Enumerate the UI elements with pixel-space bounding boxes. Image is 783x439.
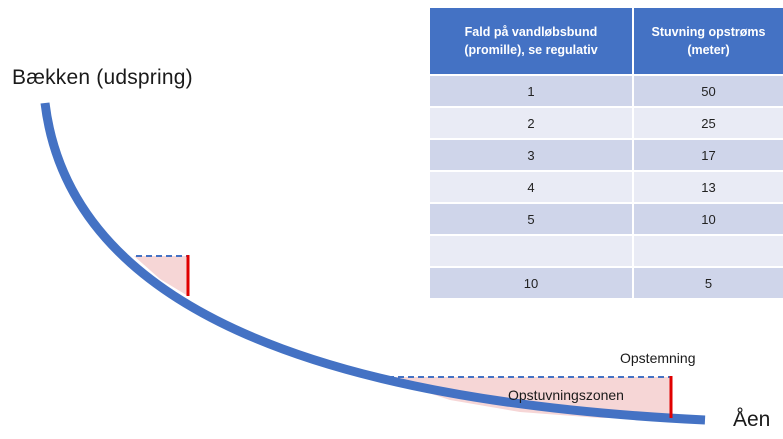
backwater-zone-upper — [134, 256, 188, 296]
table-row: 1 50 — [430, 74, 783, 107]
backwater-zone-label: Opstuvningszonen — [508, 387, 624, 403]
cell-backwater: 13 — [633, 170, 783, 203]
stream-bed-curve — [40, 102, 706, 425]
backwater-zone-lower — [380, 377, 671, 418]
table-row: 4 13 — [430, 170, 783, 203]
cell-slope: 5 — [430, 202, 634, 235]
cell-slope: 2 — [430, 106, 634, 139]
dam-label: Opstemning — [620, 350, 696, 366]
cell-slope: 1 — [430, 74, 634, 107]
cell-backwater — [633, 234, 783, 267]
header-slope-line2: (promille), se regulativ — [464, 43, 598, 57]
table-row: 2 25 — [430, 106, 783, 139]
river-label: Åen — [733, 408, 771, 431]
cell-slope: 4 — [430, 170, 634, 203]
data-table: Fald på vandløbsbund (promille), se regu… — [430, 8, 783, 298]
table-row — [430, 234, 783, 267]
source-label: Bækken (udspring) — [12, 66, 193, 89]
cell-backwater: 50 — [633, 74, 783, 107]
table-header-row: Fald på vandløbsbund (promille), se regu… — [430, 8, 783, 75]
table-row: 5 10 — [430, 202, 783, 235]
cell-slope — [430, 234, 634, 267]
cell-backwater: 25 — [633, 106, 783, 139]
table-row: 3 17 — [430, 138, 783, 171]
cell-slope: 3 — [430, 138, 634, 171]
header-backwater-line1: Stuvning opstrøms — [651, 25, 766, 39]
table-row: 10 5 — [430, 266, 783, 298]
cell-backwater: 17 — [633, 138, 783, 171]
cell-backwater: 5 — [633, 266, 783, 298]
slope-backwater-table: Fald på vandløbsbund (promille), se regu… — [430, 8, 783, 298]
header-slope-line1: Fald på vandløbsbund — [464, 25, 598, 39]
cell-slope: 10 — [430, 266, 634, 298]
header-backwater: Stuvning opstrøms (meter) — [633, 8, 783, 75]
cell-backwater: 10 — [633, 202, 783, 235]
header-slope: Fald på vandløbsbund (promille), se regu… — [430, 8, 634, 75]
header-backwater-line2: (meter) — [687, 43, 730, 57]
